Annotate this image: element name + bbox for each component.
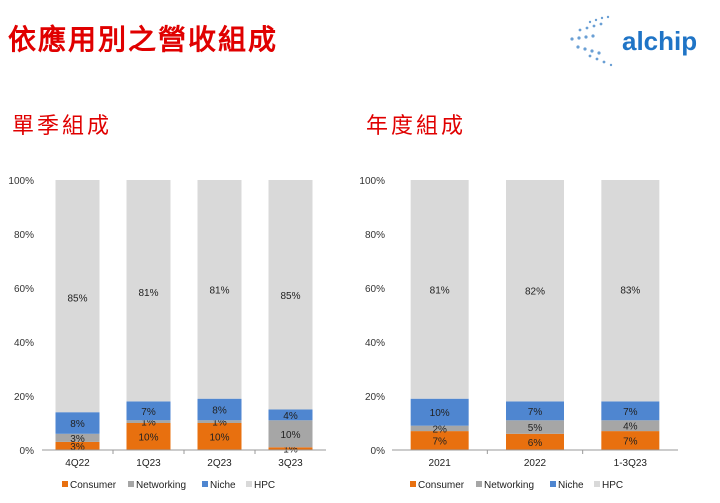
legend-label: HPC xyxy=(602,480,623,491)
legend-swatch xyxy=(128,481,134,487)
bar-hpc xyxy=(601,180,660,402)
data-label: 5% xyxy=(528,423,543,434)
y-tick-label: 20% xyxy=(365,392,385,403)
bar-niche xyxy=(601,401,660,421)
bar-hpc xyxy=(55,180,100,413)
annual-subtitle: 年度組成 xyxy=(366,114,467,139)
legend-swatch xyxy=(202,481,208,487)
bar-consumer xyxy=(410,431,469,450)
legend-label: Niche xyxy=(210,480,236,491)
data-label: 7% xyxy=(623,437,638,448)
data-label: 85% xyxy=(67,293,87,304)
data-label: 81% xyxy=(209,285,229,296)
alchip-logo: alchip xyxy=(560,12,710,72)
legend-label: HPC xyxy=(254,480,275,491)
data-label: 8% xyxy=(70,419,85,430)
y-tick-label: 40% xyxy=(14,338,34,349)
legend-label: Networking xyxy=(484,480,534,491)
x-tick-label: 2Q23 xyxy=(207,458,232,469)
data-label: 2% xyxy=(432,424,447,435)
x-tick-label: 2022 xyxy=(524,458,547,469)
logo-dots-icon xyxy=(570,15,613,67)
page-title: 依應用別之營收組成 xyxy=(8,23,279,56)
data-label: 10% xyxy=(138,433,158,444)
bar-consumer xyxy=(126,423,171,450)
x-tick-label: 1Q23 xyxy=(136,458,161,469)
y-tick-label: 80% xyxy=(365,230,385,241)
chart-1: 0% 20% 40% 60% 80% 100% 7% 2% 10% 81% 2021 6% 5% 7% 82… xyxy=(359,176,678,491)
data-label: 1% xyxy=(141,418,156,429)
x-tick-label: 2021 xyxy=(429,458,452,469)
x-tick-label: 4Q22 xyxy=(65,458,90,469)
data-label: 7% xyxy=(623,407,638,418)
y-tick-label: 60% xyxy=(14,284,34,295)
bar-hpc xyxy=(126,180,171,402)
bar-networking xyxy=(506,420,564,434)
legend-label: Niche xyxy=(558,480,584,491)
bar-niche xyxy=(126,401,171,421)
data-label: 1% xyxy=(212,418,227,429)
data-label: 8% xyxy=(212,406,227,417)
y-tick-label: 0% xyxy=(371,446,386,457)
bar-niche xyxy=(410,398,469,426)
data-label: 10% xyxy=(209,433,229,444)
bar-networking xyxy=(268,420,313,448)
chart-0: 0%20%40%60%80%100%3%3%8%85%4Q2210%1%7%81… xyxy=(8,176,326,491)
bar-networking xyxy=(55,433,100,442)
data-label: 82% xyxy=(525,287,545,298)
legend-label: Consumer xyxy=(418,480,465,491)
bar-hpc xyxy=(410,180,469,399)
bar-hpc xyxy=(506,180,564,402)
legend-swatch xyxy=(246,481,252,487)
legend-swatch xyxy=(410,481,416,487)
y-tick-label: 100% xyxy=(8,176,34,187)
bar-consumer xyxy=(601,431,660,450)
legend-swatch xyxy=(62,481,68,487)
bar-consumer xyxy=(268,447,313,450)
data-label: 7% xyxy=(528,407,543,418)
data-label: 10% xyxy=(280,430,300,441)
legend-label: Networking xyxy=(136,480,186,491)
bar-networking xyxy=(197,420,242,423)
y-tick-label: 0% xyxy=(20,446,35,457)
bar-niche xyxy=(197,398,242,421)
y-tick-label: 40% xyxy=(365,338,385,349)
logo-text: alchip xyxy=(622,26,697,56)
data-label: 7% xyxy=(432,437,447,448)
bar-hpc xyxy=(268,180,313,410)
data-label: 4% xyxy=(283,411,298,422)
data-label: 7% xyxy=(141,407,156,418)
legend-swatch xyxy=(594,481,600,487)
data-label: 81% xyxy=(430,285,450,296)
bar-niche xyxy=(268,409,313,421)
y-tick-label: 20% xyxy=(14,392,34,403)
data-label: 3% xyxy=(70,434,85,445)
x-tick-label: 3Q23 xyxy=(278,458,303,469)
bar-networking xyxy=(126,420,171,423)
data-label: 6% xyxy=(528,438,543,449)
legend-label: Consumer xyxy=(70,480,117,491)
bar-consumer xyxy=(197,423,242,450)
quarterly-subtitle: 單季組成 xyxy=(12,114,113,139)
bar-niche xyxy=(506,401,564,421)
bar-hpc xyxy=(197,180,242,399)
y-tick-label: 60% xyxy=(365,284,385,295)
bar-consumer xyxy=(506,433,564,450)
data-label: 4% xyxy=(623,422,638,433)
legend-swatch xyxy=(476,481,482,487)
data-label: 83% xyxy=(620,285,640,296)
data-label: 3% xyxy=(70,442,85,453)
data-label: 10% xyxy=(430,408,450,419)
bar-networking xyxy=(410,425,469,432)
x-tick-label: 1-3Q23 xyxy=(614,458,648,469)
bar-niche xyxy=(55,412,100,434)
data-label: 81% xyxy=(138,288,158,299)
bar-networking xyxy=(601,420,660,432)
y-tick-label: 100% xyxy=(359,176,385,187)
y-tick-label: 80% xyxy=(14,230,34,241)
data-label: 85% xyxy=(280,291,300,302)
legend-swatch xyxy=(550,481,556,487)
bar-consumer xyxy=(55,441,100,450)
